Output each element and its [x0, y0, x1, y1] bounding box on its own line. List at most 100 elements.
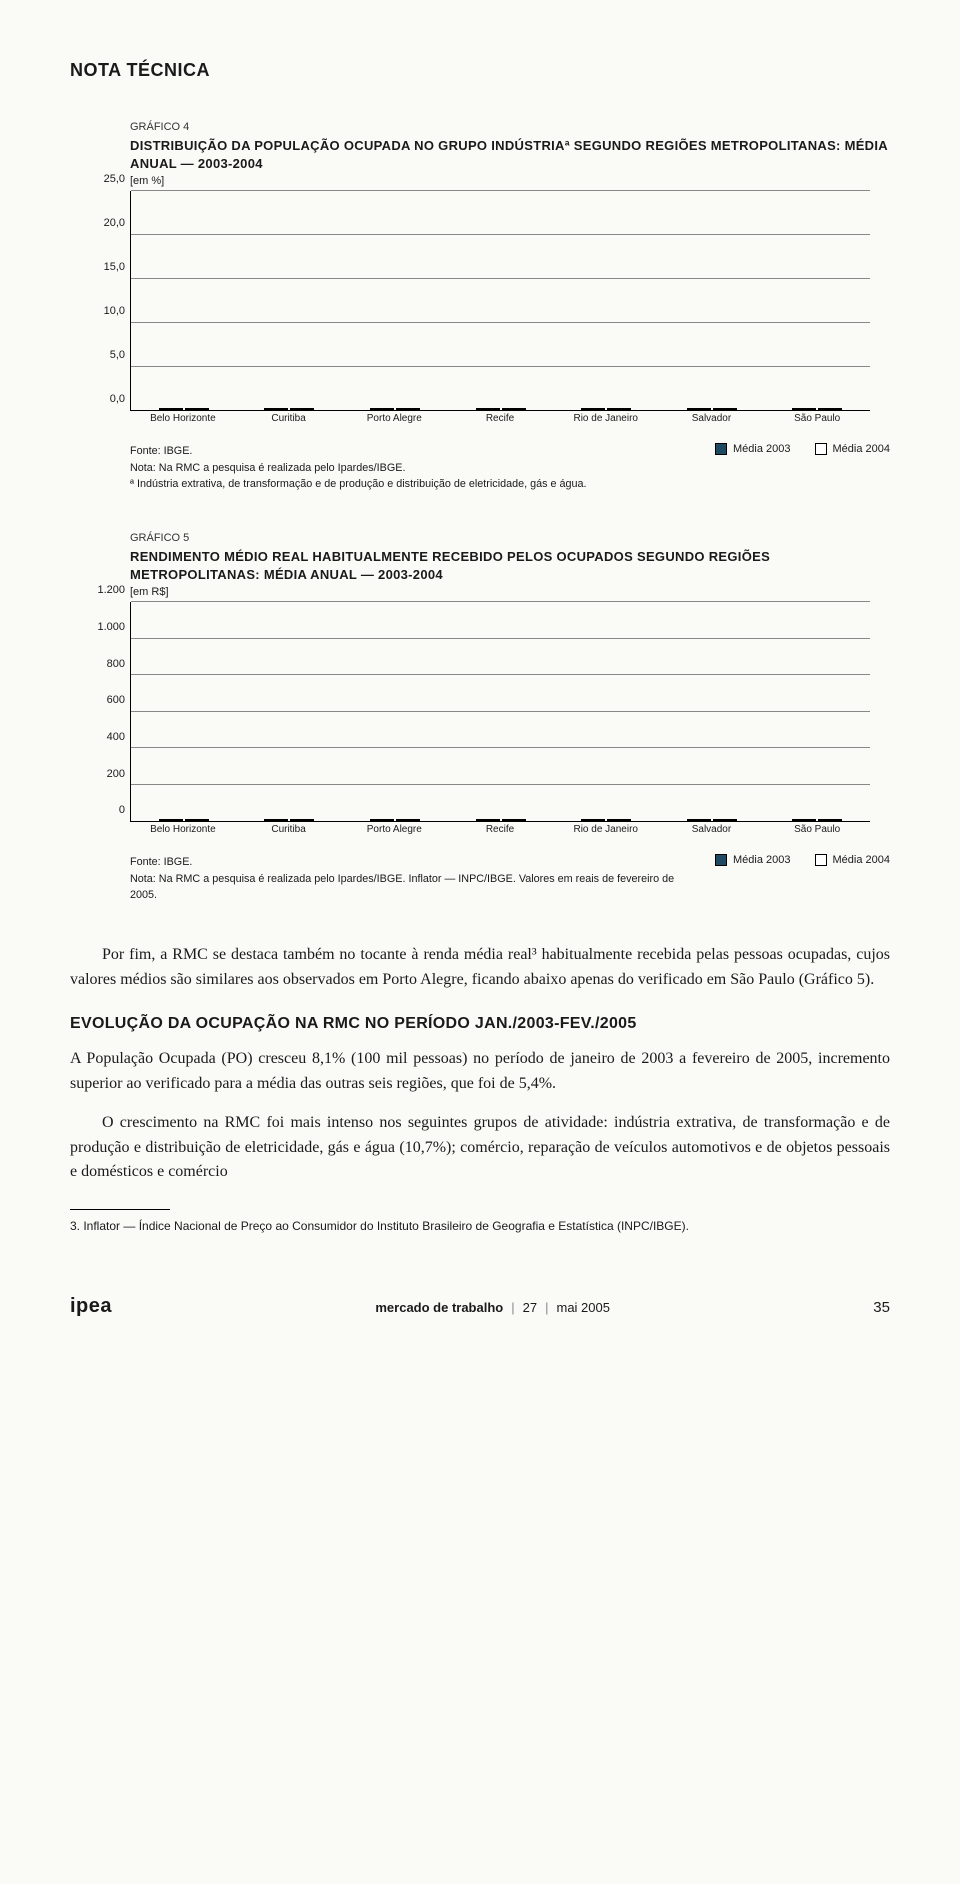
footnote-separator: [70, 1209, 170, 1210]
section-title: EVOLUÇÃO DA OCUPAÇÃO NA RMC NO PERÍODO J…: [70, 1012, 890, 1037]
bar: [607, 408, 631, 410]
bar: [290, 408, 314, 410]
bar-group: [659, 819, 765, 821]
bar: [159, 819, 183, 821]
bar-group: [342, 819, 448, 821]
legend-swatch: [715, 854, 727, 866]
y-tick-label: 25,0: [80, 173, 125, 185]
x-tick-label: São Paulo: [764, 413, 870, 431]
bar-group: [659, 408, 765, 410]
x-tick-label: São Paulo: [764, 824, 870, 842]
bar-group: [764, 819, 870, 821]
legend-swatch: [815, 854, 827, 866]
chart5-source: Fonte: IBGE.: [130, 854, 690, 870]
chart4-title: DISTRIBUIÇÃO DA POPULAÇÃO OCUPADA NO GRU…: [130, 137, 890, 173]
y-tick-label: 1.200: [80, 584, 125, 596]
x-tick-label: Salvador: [659, 413, 765, 431]
bar: [502, 408, 526, 410]
paragraph-3: O crescimento na RMC foi mais intenso no…: [70, 1111, 890, 1185]
y-tick-label: 15,0: [80, 261, 125, 273]
bar: [607, 819, 631, 821]
y-tick-label: 200: [80, 768, 125, 780]
y-tick-label: 1.000: [80, 621, 125, 633]
legend-item: Média 2003: [715, 854, 791, 866]
chart-4: GRÁFICO 4 DISTRIBUIÇÃO DA POPULAÇÃO OCUP…: [70, 121, 890, 492]
chart4-source-block: Fonte: IBGE. Nota: Na RMC a pesquisa é r…: [130, 443, 890, 492]
y-tick-label: 800: [80, 658, 125, 670]
chart5-area: 02004006008001.0001.200 Belo HorizonteCu…: [130, 602, 870, 842]
x-tick-label: Porto Alegre: [341, 824, 447, 842]
chart5-note1: Nota: Na RMC a pesquisa é realizada pelo…: [130, 871, 690, 903]
bar-group: [131, 819, 237, 821]
x-tick-label: Porto Alegre: [341, 413, 447, 431]
body-text: Por fim, a RMC se destaca também no toca…: [70, 943, 890, 1185]
bar: [713, 819, 737, 821]
bar: [792, 408, 816, 410]
bar: [396, 819, 420, 821]
bar: [818, 408, 842, 410]
legend-label: Média 2004: [833, 443, 891, 455]
chart4-area: 0,05,010,015,020,025,0 Belo HorizonteCur…: [130, 191, 870, 431]
chart5-source-block: Fonte: IBGE. Nota: Na RMC a pesquisa é r…: [130, 854, 890, 903]
bar: [185, 819, 209, 821]
x-tick-label: Salvador: [659, 824, 765, 842]
x-tick-label: Curitiba: [236, 413, 342, 431]
x-tick-label: Belo Horizonte: [130, 824, 236, 842]
page-footer: ipea mercado de trabalho|27|mai 2005 35: [70, 1295, 890, 1318]
paragraph-1: Por fim, a RMC se destaca também no toca…: [70, 943, 890, 993]
chart4-source: Fonte: IBGE.: [130, 443, 587, 459]
legend-swatch: [815, 443, 827, 455]
bar-group: [553, 408, 659, 410]
chart5-title: RENDIMENTO MÉDIO REAL HABITUALMENTE RECE…: [130, 548, 890, 584]
y-tick-label: 0: [80, 804, 125, 816]
bar: [264, 408, 288, 410]
bar: [396, 408, 420, 410]
x-tick-label: Rio de Janeiro: [553, 824, 659, 842]
legend-label: Média 2003: [733, 443, 791, 455]
page-header: NOTA TÉCNICA: [70, 60, 890, 81]
bar: [476, 408, 500, 410]
footer-page-number: 35: [873, 1299, 890, 1316]
bar: [370, 819, 394, 821]
legend-item: Média 2004: [815, 854, 891, 866]
bar: [713, 408, 737, 410]
bar: [290, 819, 314, 821]
bar: [687, 819, 711, 821]
bar: [185, 408, 209, 410]
bar-group: [237, 819, 343, 821]
chart4-note1: Nota: Na RMC a pesquisa é realizada pelo…: [130, 460, 587, 476]
paragraph-2: A População Ocupada (PO) cresceu 8,1% (1…: [70, 1047, 890, 1097]
chart5-label: GRÁFICO 5: [130, 532, 890, 544]
chart5-unit: [em R$]: [130, 586, 890, 598]
bar: [792, 819, 816, 821]
bar: [159, 408, 183, 410]
footnote-3: 3. Inflator — Índice Nacional de Preço a…: [70, 1218, 890, 1235]
chart4-note2: ª Indústria extrativa, de transformação …: [130, 476, 587, 492]
legend-item: Média 2004: [815, 443, 891, 455]
y-tick-label: 400: [80, 731, 125, 743]
bar: [476, 819, 500, 821]
bar: [818, 819, 842, 821]
chart4-unit: [em %]: [130, 175, 890, 187]
bar: [264, 819, 288, 821]
bar: [581, 819, 605, 821]
legend-label: Média 2003: [733, 854, 791, 866]
chart-5: GRÁFICO 5 RENDIMENTO MÉDIO REAL HABITUAL…: [70, 532, 890, 903]
chart4-label: GRÁFICO 4: [130, 121, 890, 133]
y-tick-label: 600: [80, 694, 125, 706]
y-tick-label: 5,0: [80, 349, 125, 361]
x-tick-label: Recife: [447, 413, 553, 431]
x-tick-label: Recife: [447, 824, 553, 842]
bar-group: [131, 408, 237, 410]
legend-item: Média 2003: [715, 443, 791, 455]
bar-group: [764, 408, 870, 410]
y-tick-label: 20,0: [80, 217, 125, 229]
x-tick-label: Belo Horizonte: [130, 413, 236, 431]
x-tick-label: Rio de Janeiro: [553, 413, 659, 431]
y-tick-label: 10,0: [80, 305, 125, 317]
legend-label: Média 2004: [833, 854, 891, 866]
bar: [581, 408, 605, 410]
bar: [370, 408, 394, 410]
bar-group: [237, 408, 343, 410]
footer-center: mercado de trabalho|27|mai 2005: [375, 1300, 610, 1315]
